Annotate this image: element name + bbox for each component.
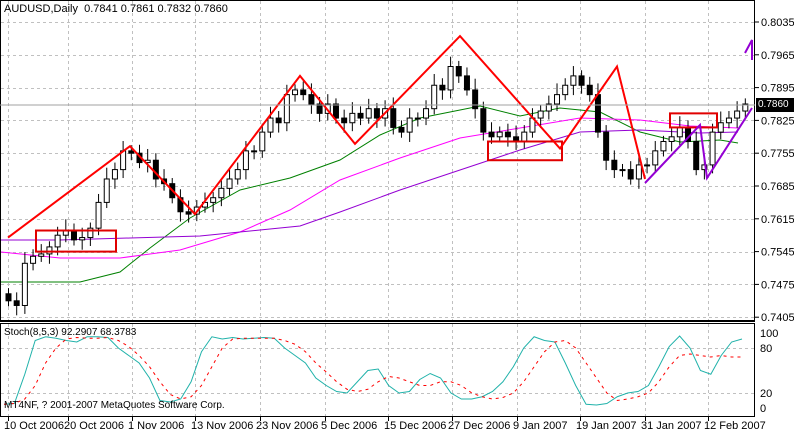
svg-text:15 Dec 2006: 15 Dec 2006 xyxy=(384,420,446,432)
svg-text:5 Dec 2006: 5 Dec 2006 xyxy=(321,420,377,432)
time-axis: 10 Oct 2006 20 Oct 2006 1 Nov 2006 13 Nov 2… xyxy=(4,417,766,432)
svg-text:0.8035: 0.8035 xyxy=(761,17,794,29)
price-axis: 0.8035 0.7965 0.7895 0.7825 0.7755 0.7685 0.76… xyxy=(755,17,794,415)
svg-text:0.7615: 0.7615 xyxy=(761,214,794,226)
svg-text:10 Oct 2006: 10 Oct 2006 xyxy=(4,420,64,432)
symbol-timeframe: AUDUSD,Daily xyxy=(4,3,78,15)
ohlc-values: 0.7841 0.7861 0.7832 0.7860 xyxy=(84,3,228,15)
svg-text:23 Nov 2006: 23 Nov 2006 xyxy=(256,420,318,432)
stochastic-label: Stoch(8,5,3) 92.2907 68.3783 xyxy=(4,327,137,338)
grid-lines xyxy=(1,1,754,416)
svg-text:12 Feb 2007: 12 Feb 2007 xyxy=(704,420,766,432)
svg-text:13 Nov 2006: 13 Nov 2006 xyxy=(191,420,253,432)
svg-text:9 Jan 2007: 9 Jan 2007 xyxy=(513,420,567,432)
svg-text:31 Jan 2007: 31 Jan 2007 xyxy=(641,420,702,432)
svg-text:20: 20 xyxy=(760,388,772,400)
svg-text:0.7685: 0.7685 xyxy=(761,181,794,193)
chart-title: AUDUSD,Daily 0.7841 0.7861 0.7832 0.7860 xyxy=(4,3,228,15)
svg-text:100: 100 xyxy=(760,328,778,340)
svg-text:0.7475: 0.7475 xyxy=(761,279,794,291)
copyright-text: MT4NF, ? 2001-2007 MetaQuotes Software C… xyxy=(4,400,225,411)
candlesticks xyxy=(5,56,749,316)
current-price-tag: 0.7860 xyxy=(756,98,794,112)
svg-text:80: 80 xyxy=(760,343,772,355)
svg-text:27 Dec 2006: 27 Dec 2006 xyxy=(448,420,510,432)
stoch-panel-frame xyxy=(0,323,755,417)
stochastic-lines xyxy=(3,335,743,406)
svg-text:0: 0 xyxy=(760,403,766,415)
svg-text:20 Oct 2006: 20 Oct 2006 xyxy=(64,420,124,432)
svg-text:1 Nov 2006: 1 Nov 2006 xyxy=(128,420,184,432)
svg-text:0.7825: 0.7825 xyxy=(761,115,794,127)
zigzag-lines xyxy=(7,34,753,239)
svg-text:0.7895: 0.7895 xyxy=(761,83,794,95)
svg-text:0.7965: 0.7965 xyxy=(761,50,794,62)
svg-text:0.7545: 0.7545 xyxy=(761,247,794,259)
svg-text:0.7405: 0.7405 xyxy=(761,312,794,324)
svg-text:0.7755: 0.7755 xyxy=(761,148,794,160)
zone-boxes xyxy=(35,112,718,253)
svg-text:19 Jan 2007: 19 Jan 2007 xyxy=(576,420,637,432)
